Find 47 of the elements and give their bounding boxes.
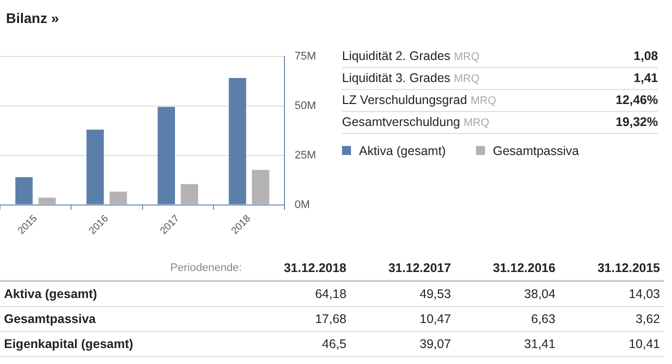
category-label: 31.12.2018 — [246, 256, 350, 281]
y-tick-label: 75M — [294, 50, 316, 63]
data-label: 3,62 — [559, 306, 664, 332]
category-label: Liquidität 2. Grades — [342, 49, 450, 63]
bar — [158, 106, 175, 204]
y-tick-label: 50M — [294, 100, 316, 112]
category-label: 31.12.2017 — [350, 256, 455, 281]
data-label: 12,46% — [616, 92, 658, 109]
text: MRQ — [454, 51, 480, 63]
legend-label: Aktiva (gesamt) — [358, 144, 446, 158]
bar — [252, 170, 270, 204]
bar — [110, 192, 127, 204]
text: Aktiva (gesamt) — [0, 281, 246, 306]
category-label: 31.12.2015 — [559, 256, 664, 281]
text: Eigenkapital (gesamt) — [0, 332, 246, 356]
data-label: 64,18 — [246, 281, 350, 306]
bar — [15, 177, 33, 204]
data-label: 14,03 — [559, 281, 664, 306]
data-label: 38,04 — [454, 281, 560, 306]
text: MRQ — [470, 95, 496, 107]
data-label: 6,63 — [454, 306, 560, 332]
category-label: 31.12.2016 — [454, 256, 560, 281]
bar — [38, 198, 56, 204]
bar — [86, 130, 104, 204]
data-label: 10,41 — [559, 332, 664, 356]
y-tick-label: 0M — [294, 198, 310, 211]
category-label: LZ Verschuldungsgrad — [342, 93, 468, 107]
bar — [228, 78, 246, 204]
data-label: 17,68 — [246, 306, 350, 332]
text: MRQ — [464, 117, 490, 129]
data-label: 39,07 — [350, 332, 455, 356]
legend-label: Gesamtpassiva — [492, 144, 579, 158]
data-label: 46,5 — [246, 332, 350, 356]
bar — [180, 184, 198, 204]
chart-title: Bilanz » — [6, 10, 59, 26]
category-label: Gesamtverschuldung — [342, 115, 460, 129]
category-label: Liquidität 3. Grades — [342, 71, 450, 85]
data-label: 19,32% — [616, 114, 658, 131]
data-label: 1,41 — [634, 70, 658, 87]
data-label: 31,41 — [454, 332, 560, 356]
y-tick-label: 25M — [294, 149, 316, 162]
text: Gesamtpassiva — [0, 306, 246, 332]
data-label: 1,08 — [634, 48, 658, 65]
data-label: 10,47 — [350, 306, 455, 332]
data-label: 49,53 — [350, 281, 455, 306]
text: Periodenende: — [128, 256, 246, 281]
text: MRQ — [454, 73, 480, 85]
